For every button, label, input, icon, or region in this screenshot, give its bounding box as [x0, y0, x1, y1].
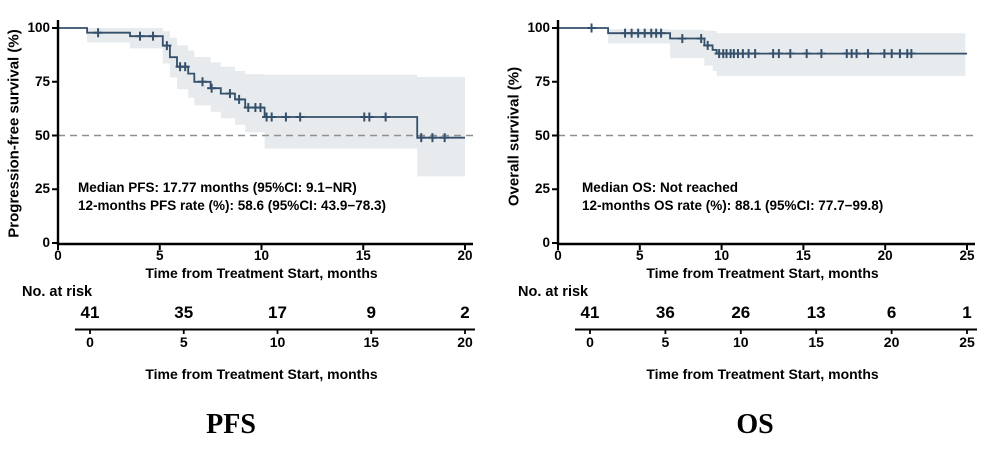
os-x-tick-label: 25 [959, 248, 975, 263]
pfs-x-tick-label: 10 [253, 248, 270, 263]
pfs-x-tick-label: 15 [355, 248, 371, 263]
os-risk-table-header: No. at risk [518, 284, 589, 300]
os-y-tick-label: 50 [534, 127, 550, 143]
os-y-tick-label: 0 [542, 235, 550, 250]
pfs-y-tick-label: 75 [34, 73, 50, 89]
pfs-risk-count: 35 [174, 303, 194, 322]
pfs-panel-title: PFS [206, 409, 256, 440]
os-survival-curve [558, 27, 967, 55]
os-risk-time-label: 10 [733, 334, 749, 350]
pfs-y-tick-label: 0 [42, 235, 50, 250]
os-annotation: Median OS: Not reached 12-months OS rate… [582, 179, 883, 214]
pfs-risk-x-axis-title: Time from Treatment Start, months [145, 366, 378, 382]
os-risk-count: 26 [731, 303, 751, 322]
pfs-y-tick-label: 50 [34, 127, 50, 143]
os-y-tick-label: 100 [527, 20, 550, 35]
os-risk-count: 36 [655, 303, 675, 322]
os-x-tick-label: 0 [554, 248, 562, 263]
os-confidence-band [608, 29, 966, 76]
os-risk-time-label: 20 [883, 334, 900, 350]
pfs-risk-time-label: 20 [457, 334, 473, 350]
pfs-rate-text: 12-months PFS rate (%): 58.6 (95%CI: 43.… [78, 197, 386, 213]
os-x-tick-label: 20 [877, 248, 893, 263]
pfs-risk-count: 17 [268, 303, 287, 322]
pfs-x-axis-title: Time from Treatment Start, months [145, 265, 378, 281]
os-risk-count: 1 [962, 303, 972, 322]
os-panel-title: OS [736, 409, 774, 440]
pfs-y-tick-label: 100 [27, 20, 50, 35]
os-risk-time-label: 25 [959, 334, 975, 350]
pfs-risk-count: 2 [460, 303, 470, 322]
os-x-tick-label: 10 [714, 248, 730, 263]
os-x-axis-title: Time from Treatment Start, months [646, 265, 879, 281]
pfs-risk-table-header: No. at risk [22, 284, 93, 300]
os-risk-count: 6 [886, 303, 897, 322]
os-risk-time-label: 15 [808, 334, 824, 350]
os-y-axis-title: Overall survival (%) [505, 66, 523, 207]
os-risk-time-label: 5 [661, 334, 670, 350]
os-risk-count: 41 [580, 303, 600, 322]
os-x-tick-label: 15 [795, 248, 811, 263]
pfs-annotation: Median PFS: 17.77 months (95%CI: 9.1−NR)… [78, 179, 386, 214]
pfs-y-axis-title: Progression-free survival (%) [5, 29, 23, 238]
pfs-x-tick-label: 5 [155, 248, 164, 263]
pfs-risk-time-label: 15 [363, 334, 380, 350]
os-risk-count: 13 [806, 303, 826, 322]
os-rate-text: 12-months OS rate (%): 88.1 (95%CI: 77.7… [582, 197, 884, 213]
pfs-x-tick-label: 20 [457, 248, 473, 263]
os-y-tick-label: 25 [534, 181, 550, 197]
pfs-confidence-band [87, 28, 465, 177]
pfs-risk-time-label: 10 [269, 334, 286, 350]
os-risk-x-axis-title: Time from Treatment Start, months [646, 366, 879, 382]
os-risk-time-label: 0 [586, 334, 594, 350]
pfs-risk-time-label: 5 [179, 334, 188, 350]
pfs-risk-count: 9 [366, 303, 376, 322]
pfs-x-tick-label: 0 [54, 248, 62, 263]
pfs-y-tick-label: 25 [34, 181, 50, 197]
os-median-text: Median OS: Not reached [582, 180, 739, 195]
os-x-tick-label: 5 [636, 248, 644, 263]
os-y-tick-label: 75 [534, 73, 550, 89]
pfs-median-text: Median PFS: 17.77 months (95%CI: 9.1−NR) [78, 180, 357, 195]
pfs-risk-time-label: 0 [86, 334, 94, 350]
pfs-risk-count: 41 [80, 303, 100, 322]
